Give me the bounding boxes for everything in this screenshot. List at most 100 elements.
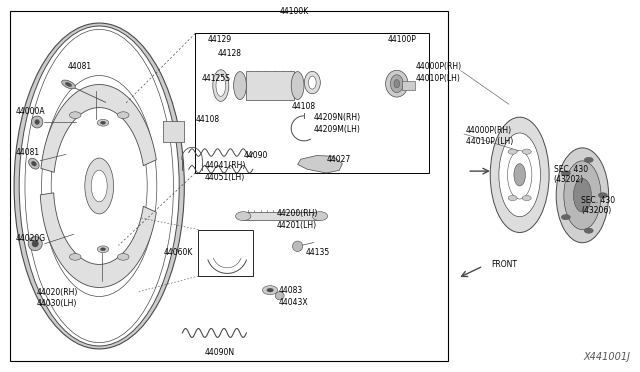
Circle shape	[262, 286, 278, 295]
Text: 44100P: 44100P	[387, 35, 416, 44]
Circle shape	[100, 248, 106, 251]
Ellipse shape	[85, 158, 114, 214]
Bar	[195, 33, 429, 173]
Circle shape	[118, 112, 129, 118]
Text: 44020G: 44020G	[16, 234, 46, 243]
Text: 44090N: 44090N	[205, 348, 235, 357]
Bar	[243, 212, 320, 220]
Ellipse shape	[32, 240, 38, 247]
Ellipse shape	[385, 70, 408, 97]
Ellipse shape	[19, 26, 179, 346]
Circle shape	[118, 254, 129, 260]
Ellipse shape	[508, 151, 532, 199]
Circle shape	[97, 246, 109, 253]
Circle shape	[70, 112, 81, 118]
Ellipse shape	[35, 119, 40, 124]
Text: 44128: 44128	[218, 49, 242, 58]
Text: 44129: 44129	[208, 35, 232, 44]
Bar	[10, 11, 448, 361]
Polygon shape	[40, 193, 156, 288]
Circle shape	[598, 193, 607, 198]
Text: 44200(RH): 44200(RH)	[276, 209, 318, 218]
Bar	[198, 230, 253, 276]
Text: 44027: 44027	[326, 155, 351, 164]
Bar	[402, 81, 415, 90]
Text: 44108: 44108	[291, 102, 316, 110]
Ellipse shape	[292, 241, 303, 251]
Circle shape	[69, 254, 81, 260]
Text: 44100K: 44100K	[280, 7, 309, 16]
Text: 44000A: 44000A	[16, 107, 45, 116]
Ellipse shape	[92, 170, 108, 202]
Circle shape	[561, 171, 570, 176]
Text: 44051(LH): 44051(LH)	[205, 173, 245, 182]
Ellipse shape	[394, 80, 400, 88]
Text: 44041(RH): 44041(RH)	[205, 161, 246, 170]
Text: 44108: 44108	[195, 115, 220, 124]
Text: 44090: 44090	[243, 151, 268, 160]
Ellipse shape	[234, 71, 246, 99]
Text: 44060K: 44060K	[163, 248, 193, 257]
Text: 44209N(RH): 44209N(RH)	[314, 113, 361, 122]
Text: SEC. 430: SEC. 430	[554, 165, 588, 174]
Ellipse shape	[564, 161, 601, 230]
Text: 44010P (LH): 44010P (LH)	[466, 137, 513, 146]
Text: X441001J: X441001J	[584, 352, 630, 362]
Text: FRONT: FRONT	[492, 260, 518, 269]
Text: SEC. 430: SEC. 430	[581, 196, 615, 205]
Ellipse shape	[31, 116, 43, 128]
Ellipse shape	[212, 70, 229, 101]
Ellipse shape	[308, 76, 316, 89]
Ellipse shape	[556, 148, 609, 243]
Text: 44000P(RH): 44000P(RH)	[416, 62, 462, 71]
Text: 44000P(RH): 44000P(RH)	[466, 126, 512, 135]
Bar	[246, 71, 294, 100]
Circle shape	[97, 119, 109, 126]
Ellipse shape	[61, 80, 76, 89]
Bar	[163, 121, 184, 142]
Text: 44010P(LH): 44010P(LH)	[416, 74, 461, 83]
Ellipse shape	[490, 117, 549, 232]
Text: 44083: 44083	[278, 286, 303, 295]
Ellipse shape	[216, 75, 226, 96]
Text: (43202): (43202)	[554, 175, 584, 184]
Text: 44020(RH): 44020(RH)	[37, 288, 79, 296]
Circle shape	[522, 149, 531, 154]
Circle shape	[561, 215, 570, 220]
Text: (43206): (43206)	[581, 206, 611, 215]
Text: 44125S: 44125S	[202, 74, 230, 83]
Text: 44201(LH): 44201(LH)	[276, 221, 317, 230]
Circle shape	[522, 195, 531, 201]
Ellipse shape	[25, 29, 173, 343]
Text: 44043X: 44043X	[278, 298, 308, 307]
Text: 44081: 44081	[67, 62, 92, 71]
Circle shape	[508, 195, 517, 201]
Ellipse shape	[14, 23, 184, 349]
Circle shape	[584, 228, 593, 233]
Circle shape	[312, 212, 328, 221]
Ellipse shape	[514, 164, 525, 186]
Ellipse shape	[305, 71, 321, 94]
Text: 44081: 44081	[16, 148, 40, 157]
Ellipse shape	[573, 179, 591, 212]
Text: 44135: 44135	[305, 248, 330, 257]
Ellipse shape	[29, 158, 39, 169]
Circle shape	[267, 288, 273, 292]
Ellipse shape	[51, 94, 147, 278]
Text: 44030(LH): 44030(LH)	[37, 299, 77, 308]
Circle shape	[584, 157, 593, 163]
Circle shape	[508, 149, 517, 154]
Polygon shape	[41, 84, 156, 172]
Ellipse shape	[291, 71, 304, 99]
Circle shape	[100, 121, 106, 124]
Ellipse shape	[390, 75, 403, 93]
Ellipse shape	[65, 83, 72, 86]
Ellipse shape	[31, 161, 36, 166]
Ellipse shape	[28, 237, 42, 251]
Ellipse shape	[42, 76, 157, 296]
Polygon shape	[298, 155, 342, 173]
Ellipse shape	[275, 292, 284, 300]
Text: 44209M(LH): 44209M(LH)	[314, 125, 360, 134]
Ellipse shape	[499, 133, 540, 217]
Circle shape	[236, 212, 251, 221]
